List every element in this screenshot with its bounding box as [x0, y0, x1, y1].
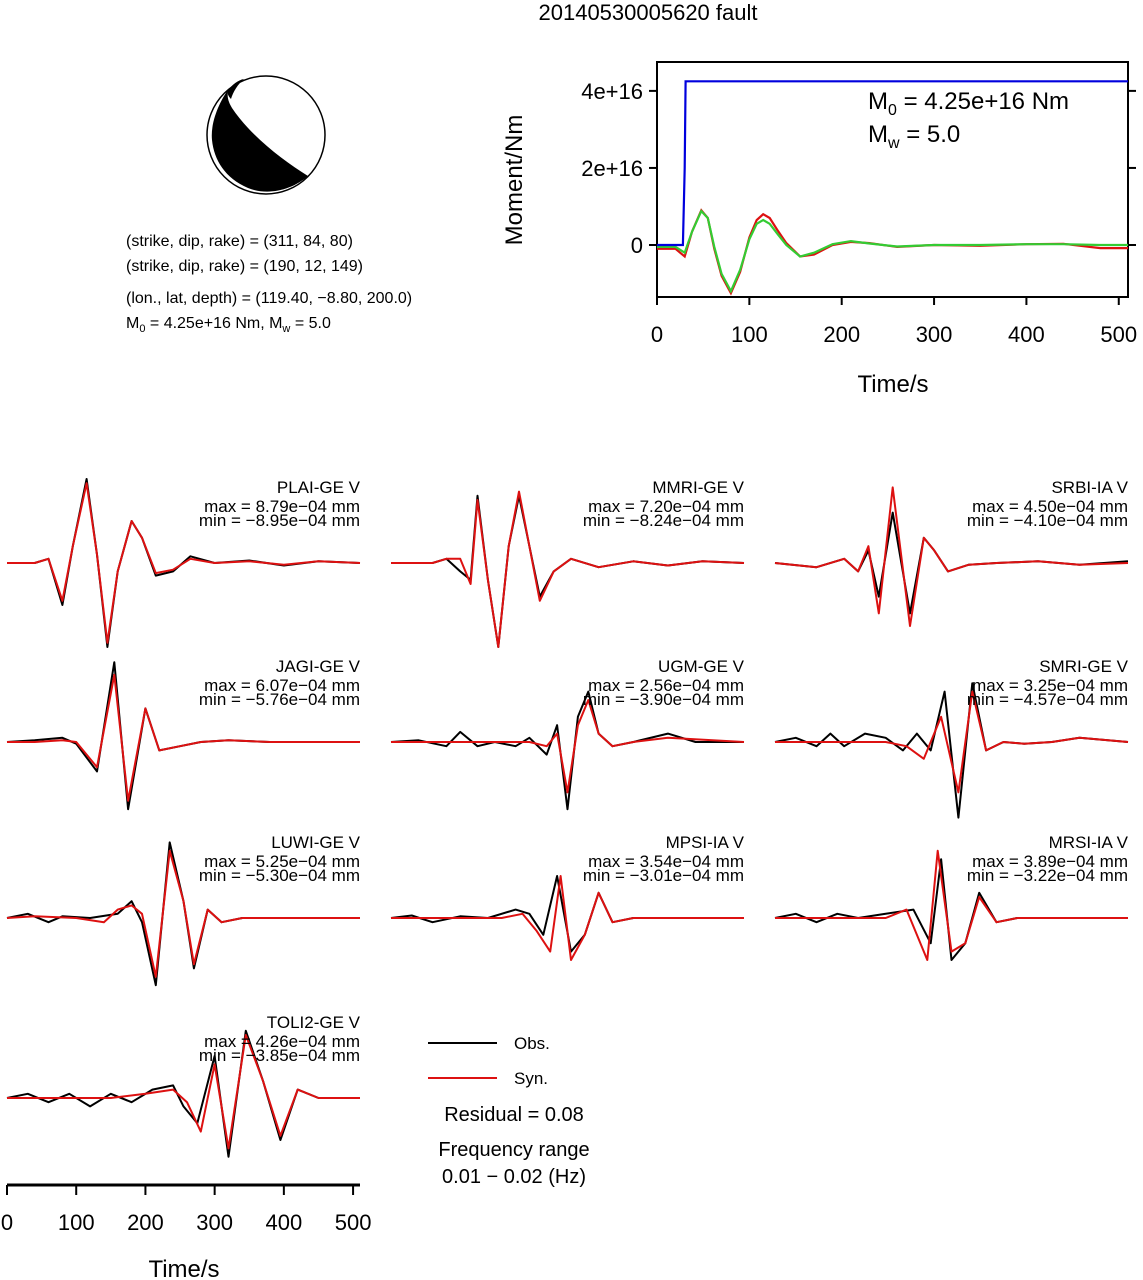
figure-title: 20140530005620 fault [539, 0, 758, 25]
station-min: min = −3.01e−04 mm [583, 866, 744, 885]
location-text: (lon., lat, depth) = (119.40, −8.80, 200… [126, 290, 412, 307]
station-name: PLAI-GE V [277, 478, 361, 497]
station-min: min = −3.90e−04 mm [583, 690, 744, 709]
station-name: SRBI-IA V [1051, 478, 1128, 497]
synthetic-trace [7, 482, 361, 644]
synthetic-trace [7, 1034, 360, 1150]
legend-obs-label: Obs. [514, 1034, 550, 1053]
synthetic-trace [391, 490, 745, 648]
moment-xtick-label: 100 [731, 322, 768, 347]
station-min: min = −8.24e−04 mm [583, 511, 744, 530]
station-min: min = −5.30e−04 mm [199, 866, 360, 885]
station-min: min = −5.76e−04 mm [199, 690, 360, 709]
m0-annotation: M0 = 4.25e+16 Nm [868, 88, 1069, 119]
moment-plot-frame [656, 61, 1129, 298]
residual-text: Residual = 0.08 [444, 1104, 584, 1126]
synthetic-trace [391, 699, 745, 794]
station-name: MRSI-IA V [1049, 833, 1129, 852]
station-max: max = 3.89e−04 mm [972, 852, 1128, 871]
moment-series-red [657, 208, 1128, 296]
station-max: max = 4.50e−04 mm [972, 497, 1128, 516]
waveform-xtick-label: 100 [58, 1210, 95, 1235]
station-name: JAGI-GE V [276, 657, 361, 676]
synthetic-trace [775, 690, 1129, 794]
synthetic-trace [6, 849, 360, 978]
station-name: UGM-GE V [658, 657, 745, 676]
station-max: max = 8.79e−04 mm [204, 497, 360, 516]
moment-xtick-label: 300 [916, 322, 953, 347]
plane2-text: (strike, dip, rake) = (190, 12, 149) [126, 258, 363, 275]
waveform-xtick-label: 500 [335, 1210, 372, 1235]
station-max: max = 4.26e−04 mm [204, 1032, 360, 1051]
frequency-title: Frequency range [438, 1139, 589, 1161]
moment-ylabel: Moment/Nm [501, 115, 528, 246]
waveform-xtick-label: 0 [1, 1210, 13, 1235]
moment-plot: 4e+16 2e+16 0 0 100 200 300 400 500 Moment/Nm T… [501, 61, 1137, 398]
station-name: MPSI-IA V [666, 833, 745, 852]
station-min: min = −4.57e−04 mm [967, 690, 1128, 709]
frequency-range: 0.01 − 0.02 (Hz) [442, 1166, 586, 1188]
synthetic-trace [391, 875, 744, 961]
waveform-xtick-label: 300 [196, 1210, 233, 1235]
waveform-xtick-label: 400 [266, 1210, 303, 1235]
waveform-axis: 0 100 200 300 400 500 Time/s [1, 1183, 372, 1280]
station-name: MMRI-GE V [652, 478, 744, 497]
moment-xtick-label: 0 [651, 322, 663, 347]
station-min: min = −3.22e−04 mm [967, 866, 1128, 885]
station-max: max = 7.20e−04 mm [588, 497, 744, 516]
moment-xticks: 0 100 200 300 400 500 [651, 297, 1137, 347]
moment-series-blue [657, 80, 1128, 247]
station-name: LUWI-GE V [271, 833, 360, 852]
beachball [206, 75, 326, 195]
plane1-text: (strike, dip, rake) = (311, 84, 80) [126, 233, 353, 250]
moment-xlabel: Time/s [857, 371, 928, 398]
moment-series-green [657, 209, 1128, 294]
moment-xtick-label: 500 [1100, 322, 1137, 347]
synthetic-trace [775, 849, 1128, 961]
station-name: TOLI2-GE V [267, 1013, 361, 1032]
station-max: max = 6.07e−04 mm [204, 676, 360, 695]
station-max: max = 2.56e−04 mm [588, 676, 744, 695]
legend: Obs. Syn. Residual = 0.08 Frequency rang… [428, 1034, 590, 1188]
mw-annotation: Mw = 5.0 [868, 121, 960, 152]
moment-xtick-label: 400 [1008, 322, 1045, 347]
waveform-xtick-label: 200 [127, 1210, 164, 1235]
moment-ytick-label: 4e+16 [581, 79, 643, 104]
station-min: min = −4.10e−04 mm [967, 511, 1128, 530]
legend-syn-label: Syn. [514, 1069, 548, 1088]
station-max: max = 3.54e−04 mm [588, 852, 744, 871]
station-name: SMRI-GE V [1039, 657, 1128, 676]
mechanism-info: (strike, dip, rake) = (311, 84, 80) (str… [126, 233, 412, 335]
moment-yticks: 4e+16 2e+16 0 [581, 79, 1136, 258]
beachball-small-quadrant [227, 79, 244, 99]
synthetic-trace [7, 673, 360, 802]
observed-trace [390, 875, 744, 953]
moment-series [657, 80, 1128, 296]
observed-trace [6, 1029, 360, 1158]
moment-ytick-label: 0 [631, 233, 643, 258]
moment-ytick-label: 2e+16 [581, 156, 643, 181]
moment-xtick-label: 200 [823, 322, 860, 347]
waveform-xlabel: Time/s [148, 1256, 219, 1280]
station-max: max = 3.25e−04 mm [972, 676, 1128, 695]
waveform-xticks: 0 100 200 300 400 500 [1, 1185, 372, 1235]
station-max: max = 5.25e−04 mm [204, 852, 360, 871]
station-min: min = −3.85e−04 mm [199, 1046, 360, 1065]
synthetic-trace [774, 486, 1129, 627]
station-min: min = −8.95e−04 mm [199, 511, 360, 530]
moment-text: M0 = 4.25e+16 Nm, Mw = 5.0 [126, 315, 331, 335]
beachball-compression-quadrant [211, 90, 308, 192]
